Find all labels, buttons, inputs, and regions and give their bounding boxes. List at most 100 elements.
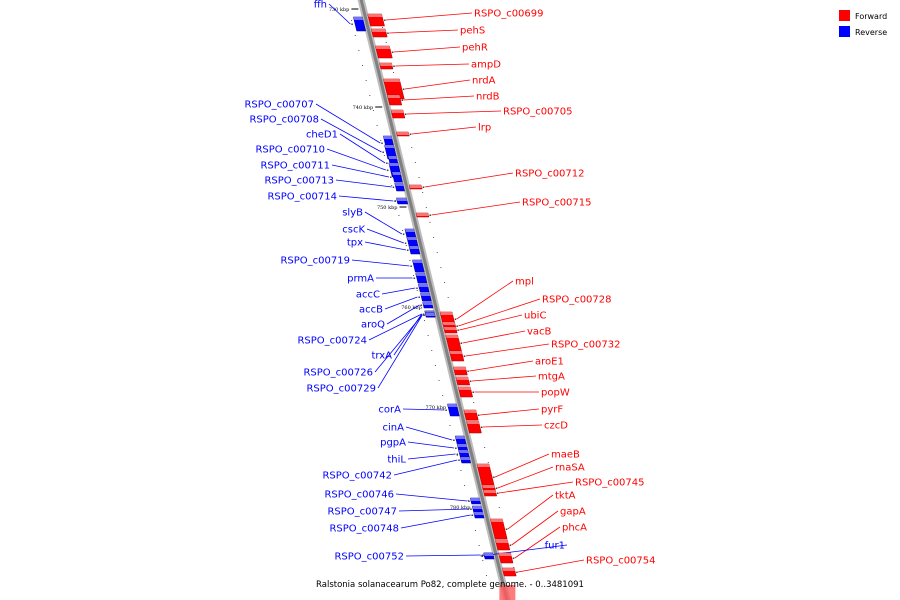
gene-block-rspo_c00713[interactable] [394, 182, 405, 192]
gene-block-mtga[interactable] [455, 376, 471, 386]
gene-label-rspo_c00745[interactable]: RSPO_c00745 [575, 478, 645, 489]
gene-block-ubic[interactable] [443, 326, 458, 334]
gene-label-rspo_c00726[interactable]: RSPO_c00726 [303, 368, 373, 379]
gene-label-rspo_c00715[interactable]: RSPO_c00715 [522, 198, 592, 209]
gene-label-rspo_c00699[interactable]: RSPO_c00699 [474, 9, 544, 20]
gene-block-rspo_c00705[interactable] [390, 109, 406, 119]
gene-block-pehr[interactable] [375, 45, 393, 59]
gene-block-phca[interactable] [498, 552, 514, 564]
axis-dot [413, 275, 415, 276]
gene-label-rspo_c00708[interactable]: RSPO_c00708 [249, 115, 319, 126]
gene-label-rspo_c00754[interactable]: RSPO_c00754 [586, 556, 656, 567]
gene-block-prma[interactable] [415, 272, 428, 284]
gene-block-rspo_c00714[interactable] [396, 197, 409, 205]
gene-label-rspo_c00728[interactable]: RSPO_c00728 [542, 295, 612, 306]
gene-label-prma[interactable]: prmA [347, 274, 374, 285]
gene-block-rspo_c00745[interactable] [482, 489, 498, 497]
gene-label-rnasa[interactable]: rnaSA [555, 463, 585, 474]
gene-block-pehs[interactable] [370, 28, 388, 38]
gene-label-rspo_c00719[interactable]: RSPO_c00719 [280, 256, 350, 267]
gene-label-mpl[interactable]: mpl [515, 277, 534, 288]
gene-label-maeb[interactable]: maeB [551, 450, 580, 461]
gene-label-ffh[interactable]: ffh [314, 0, 327, 11]
gene-block-pyrf[interactable] [463, 409, 479, 421]
gene-block-cora[interactable] [447, 403, 460, 417]
gene-block-nrdb[interactable] [386, 94, 403, 106]
gene-label-nrdb[interactable]: nrdB [476, 92, 500, 103]
gene-label-thil[interactable]: thiL [387, 455, 406, 466]
gene-label-ched1[interactable]: cheD1 [306, 130, 338, 141]
gene-label-cora[interactable]: corA [378, 405, 401, 416]
gene-block-aroe1[interactable] [453, 366, 468, 376]
gene-block-rspo_c00711[interactable] [391, 171, 403, 183]
gene-block-gapa[interactable] [495, 539, 511, 551]
gene-block-lrp[interactable] [395, 131, 410, 137]
gene-block-rspo_c00715[interactable] [415, 212, 430, 218]
gene-label-rspo_c00746[interactable]: RSPO_c00746 [324, 490, 394, 501]
gene-label-rspo_c00711[interactable]: RSPO_c00711 [260, 161, 330, 172]
gene-label-rspo_c00713[interactable]: RSPO_c00713 [264, 176, 334, 187]
gene-block-rspo_c00742[interactable] [459, 456, 472, 464]
gene-label-phca[interactable]: phcA [562, 523, 587, 534]
gene-label-tpx[interactable]: tpx [347, 238, 363, 249]
gene-label-rspo_c00747[interactable]: RSPO_c00747 [327, 507, 397, 518]
gene-label-trxa[interactable]: trxA [371, 351, 392, 362]
gene-block-nrda[interactable] [383, 78, 405, 100]
gene-label-aroq[interactable]: aroQ [361, 320, 385, 331]
gene-block-czcd[interactable] [466, 420, 482, 434]
gene-label-rspo_c00748[interactable]: RSPO_c00748 [329, 524, 399, 535]
gene-block-accc[interactable] [417, 283, 430, 293]
gene-label-rspo_c00712[interactable]: RSPO_c00712 [515, 169, 585, 180]
gene-block-rspo_c00732[interactable] [449, 350, 465, 362]
gene-end-dot [409, 133, 412, 135]
gene-block-rspo_c00719[interactable] [412, 259, 425, 273]
gene-block-highlight [396, 132, 410, 135]
gene-label-vacb[interactable]: vacB [527, 327, 552, 338]
gene-label-czcd[interactable]: czcD [544, 421, 568, 432]
gene-label-ampd[interactable]: ampD [471, 60, 501, 71]
gene-block-rspo_c00746[interactable] [469, 497, 482, 505]
gene-block-popw[interactable] [457, 386, 474, 398]
gene-label-slyb[interactable]: slyB [342, 208, 363, 219]
gene-block-rspo_c00748[interactable] [473, 511, 485, 519]
gene-label-gapa[interactable]: gapA [560, 507, 586, 518]
gene-label-rspo_c00707[interactable]: RSPO_c00707 [244, 100, 314, 111]
gene-label-pehr[interactable]: pehR [462, 43, 488, 54]
gene-block-ffh[interactable] [353, 16, 367, 32]
gene-block-tpx[interactable] [408, 245, 421, 255]
gene-label-tkta[interactable]: tktA [555, 491, 576, 502]
gene-label-accc[interactable]: accC [356, 290, 380, 301]
gene-label-accb[interactable]: accB [359, 305, 383, 316]
gene-block-tkta[interactable] [490, 518, 508, 540]
gene-label-aroe1[interactable]: aroE1 [535, 357, 564, 368]
gene-label-rspo_c00710[interactable]: RSPO_c00710 [255, 145, 325, 156]
gene-label-rspo_c00752[interactable]: RSPO_c00752 [334, 552, 404, 563]
gene-label-csck[interactable]: cscK [342, 225, 365, 236]
gene-block-aroq[interactable] [422, 301, 434, 309]
gene-label-rspo_c00729[interactable]: RSPO_c00729 [306, 384, 376, 395]
gene-block-rspo_c00729[interactable] [424, 312, 436, 318]
leader-line [398, 508, 470, 512]
gene-label-popw[interactable]: popW [541, 388, 570, 399]
gene-label-nrda[interactable]: nrdA [472, 76, 496, 87]
gene-label-lrp[interactable]: lrp [478, 123, 491, 134]
gene-label-rspo_c00705[interactable]: RSPO_c00705 [503, 107, 573, 118]
gene-label-pgpa[interactable]: pgpA [380, 438, 406, 449]
gene-block-ampd[interactable] [379, 62, 394, 70]
gene-label-rspo_c00732[interactable]: RSPO_c00732 [551, 340, 621, 351]
gene-block-rspo_c00752[interactable] [483, 552, 494, 558]
gene-label-pyrf[interactable]: pyrF [541, 405, 563, 416]
gene-label-rspo_c00714[interactable]: RSPO_c00714 [267, 192, 337, 203]
gene-block-rspo_c00699[interactable] [367, 13, 385, 27]
gene-block-rspo_c00754[interactable] [501, 567, 517, 577]
gene-label-rspo_c00742[interactable]: RSPO_c00742 [322, 471, 392, 482]
gene-label-pehs[interactable]: pehS [460, 26, 485, 37]
gene-label-cina[interactable]: cinA [383, 423, 405, 434]
axis-dot [372, 110, 374, 111]
gene-label-mtga[interactable]: mtgA [538, 372, 565, 383]
gene-block-accb[interactable] [420, 292, 432, 302]
gene-label-fur1[interactable]: fur1 [545, 541, 565, 552]
gene-block-rspo_c00712[interactable] [408, 184, 423, 190]
gene-label-ubic[interactable]: ubiC [524, 311, 546, 322]
gene-label-rspo_c00724[interactable]: RSPO_c00724 [297, 336, 367, 347]
